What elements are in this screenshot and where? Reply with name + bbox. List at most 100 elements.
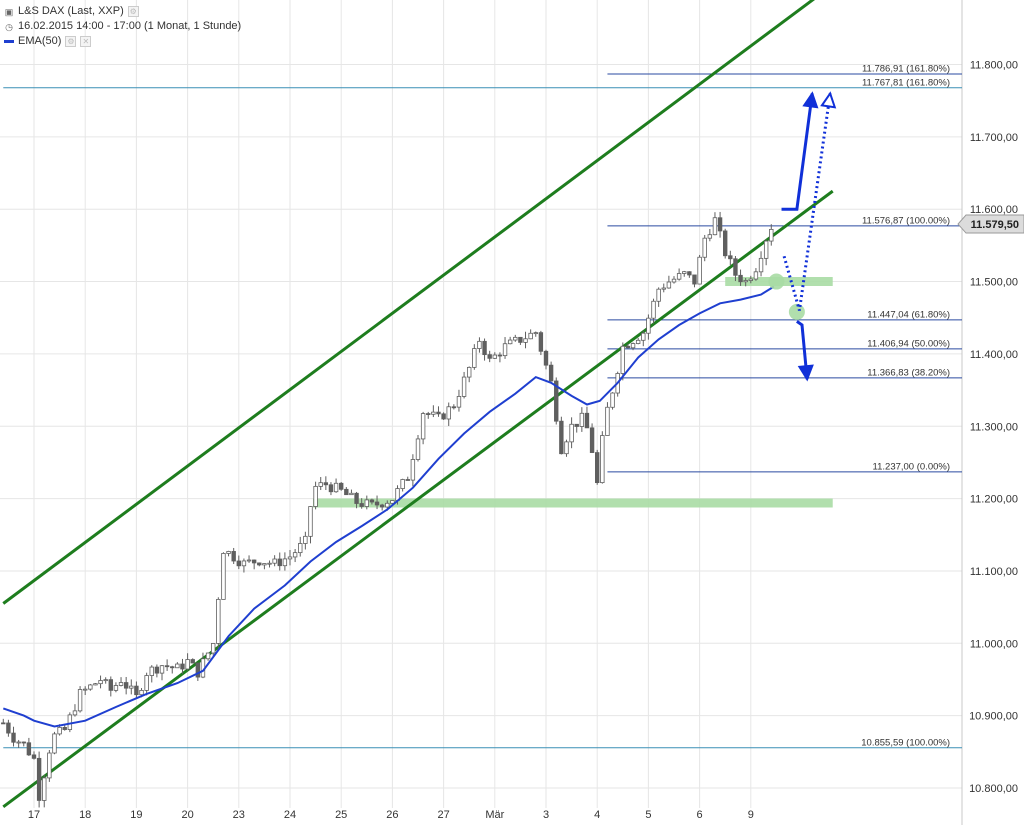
y-tick-label: 11.600,00 bbox=[970, 204, 1018, 216]
candle-body bbox=[257, 562, 262, 566]
fib-level-label: 11.237,00 (0.00%) bbox=[873, 461, 950, 472]
level-circle bbox=[768, 273, 785, 290]
candle-body bbox=[11, 732, 16, 743]
candle-body bbox=[21, 741, 26, 744]
candle-body bbox=[630, 343, 636, 349]
candle-body bbox=[67, 714, 73, 730]
candle-body bbox=[134, 685, 139, 696]
candle-body bbox=[528, 332, 533, 340]
x-tick-label: 5 bbox=[645, 809, 651, 821]
channel-line-upper bbox=[2, 0, 816, 605]
candle-body bbox=[748, 278, 753, 281]
candle-body bbox=[482, 340, 487, 356]
candle-body bbox=[559, 420, 564, 455]
x-tick-label: 20 bbox=[181, 809, 193, 821]
candle-body bbox=[1, 722, 6, 725]
candle-body bbox=[236, 560, 241, 567]
candle-body bbox=[318, 482, 323, 487]
candle-body bbox=[523, 338, 528, 343]
remove-indicator-icon[interactable]: ✕ bbox=[80, 36, 92, 47]
candle-body bbox=[676, 273, 682, 280]
candle-body bbox=[564, 441, 569, 455]
instrument-name: L&S DAX (Last, XXP) bbox=[18, 5, 124, 17]
candle-body bbox=[344, 488, 349, 496]
fib-level-label: 11.786,91 (161.80%) bbox=[862, 63, 950, 74]
candle-body bbox=[36, 757, 42, 801]
candle-body bbox=[763, 240, 769, 259]
indicator-settings-icon[interactable]: ⚙ bbox=[65, 36, 77, 47]
candle-body bbox=[159, 665, 165, 674]
forecast-arrow-solid bbox=[796, 320, 809, 380]
candle-body bbox=[139, 690, 144, 696]
y-tick-label: 10.900,00 bbox=[969, 711, 1018, 723]
candle-body bbox=[16, 741, 21, 744]
forecast-arrowhead bbox=[797, 364, 814, 382]
candle-body bbox=[323, 482, 329, 486]
fib-level-label: 10.855,59 (100.00%) bbox=[861, 737, 950, 748]
candle-body bbox=[456, 396, 462, 408]
candle-body bbox=[277, 558, 282, 567]
candle-body bbox=[103, 679, 108, 682]
candle-body bbox=[210, 643, 216, 654]
y-tick-label: 11.000,00 bbox=[970, 638, 1018, 650]
candle-body bbox=[728, 255, 733, 260]
candle-body bbox=[400, 479, 405, 489]
candle-body bbox=[62, 726, 67, 730]
candle-body bbox=[641, 332, 646, 341]
grid bbox=[0, 0, 963, 825]
candle-body bbox=[579, 412, 585, 427]
candle-body bbox=[52, 733, 57, 754]
candle-body bbox=[548, 364, 554, 382]
last-price-label: 11.579,50 bbox=[971, 219, 1019, 231]
y-tick-label: 11.500,00 bbox=[970, 277, 1018, 289]
ema-50-line bbox=[2, 285, 775, 728]
candle-body bbox=[717, 217, 723, 232]
chart-type-icon[interactable]: ▣ bbox=[4, 6, 14, 17]
candle-body bbox=[518, 336, 523, 343]
candle-body bbox=[221, 553, 226, 600]
candle-body bbox=[216, 598, 221, 644]
candle-body bbox=[753, 271, 759, 280]
candle-body bbox=[72, 710, 78, 716]
y-tick-label: 11.100,00 bbox=[970, 566, 1018, 578]
candle-body bbox=[98, 680, 103, 685]
candle-body bbox=[733, 258, 738, 276]
x-tick-label: 19 bbox=[130, 809, 142, 821]
fibonacci-labels: 11.786,91 (161.80%) 11.767,81 (161.80%) 11… bbox=[861, 63, 950, 748]
settings-icon[interactable]: ⚙ bbox=[127, 6, 139, 17]
candle-body bbox=[666, 281, 672, 289]
x-tick-label: 6 bbox=[697, 809, 703, 821]
candle-body bbox=[426, 413, 431, 415]
candle-body bbox=[88, 684, 93, 690]
candle-body bbox=[682, 271, 687, 274]
candle-body bbox=[461, 376, 467, 397]
candle-body bbox=[738, 274, 743, 283]
candle-body bbox=[267, 562, 272, 565]
candle-body bbox=[175, 663, 180, 669]
candle-body bbox=[118, 682, 124, 686]
candle-body bbox=[451, 406, 457, 409]
candle-body bbox=[707, 234, 713, 239]
ema-label: EMA(50) bbox=[18, 35, 62, 47]
candle-body bbox=[190, 659, 195, 664]
ema-swatch bbox=[4, 40, 14, 43]
forecast-arrowhead bbox=[802, 91, 819, 109]
candle-body bbox=[226, 551, 231, 554]
candle-body bbox=[57, 726, 62, 735]
candle-body bbox=[246, 559, 252, 562]
candle-body bbox=[185, 659, 190, 670]
last-price-marker: 11.579,50 bbox=[957, 214, 1024, 234]
candle-body bbox=[687, 271, 692, 276]
candle-body bbox=[374, 501, 380, 506]
y-axis: 10.800,00 10.900,00 11.000,00 11.100,00 11.2… bbox=[969, 60, 1018, 796]
y-tick-label: 11.300,00 bbox=[970, 421, 1018, 433]
candle-body bbox=[487, 354, 492, 359]
candle-body bbox=[333, 482, 339, 493]
candle-body bbox=[405, 479, 410, 481]
fib-level-label: 11.576,87 (100.00%) bbox=[862, 215, 950, 226]
candle-body bbox=[298, 543, 303, 554]
candle-body bbox=[26, 742, 32, 756]
candle-body bbox=[533, 332, 538, 335]
x-tick-label: 23 bbox=[233, 809, 245, 821]
